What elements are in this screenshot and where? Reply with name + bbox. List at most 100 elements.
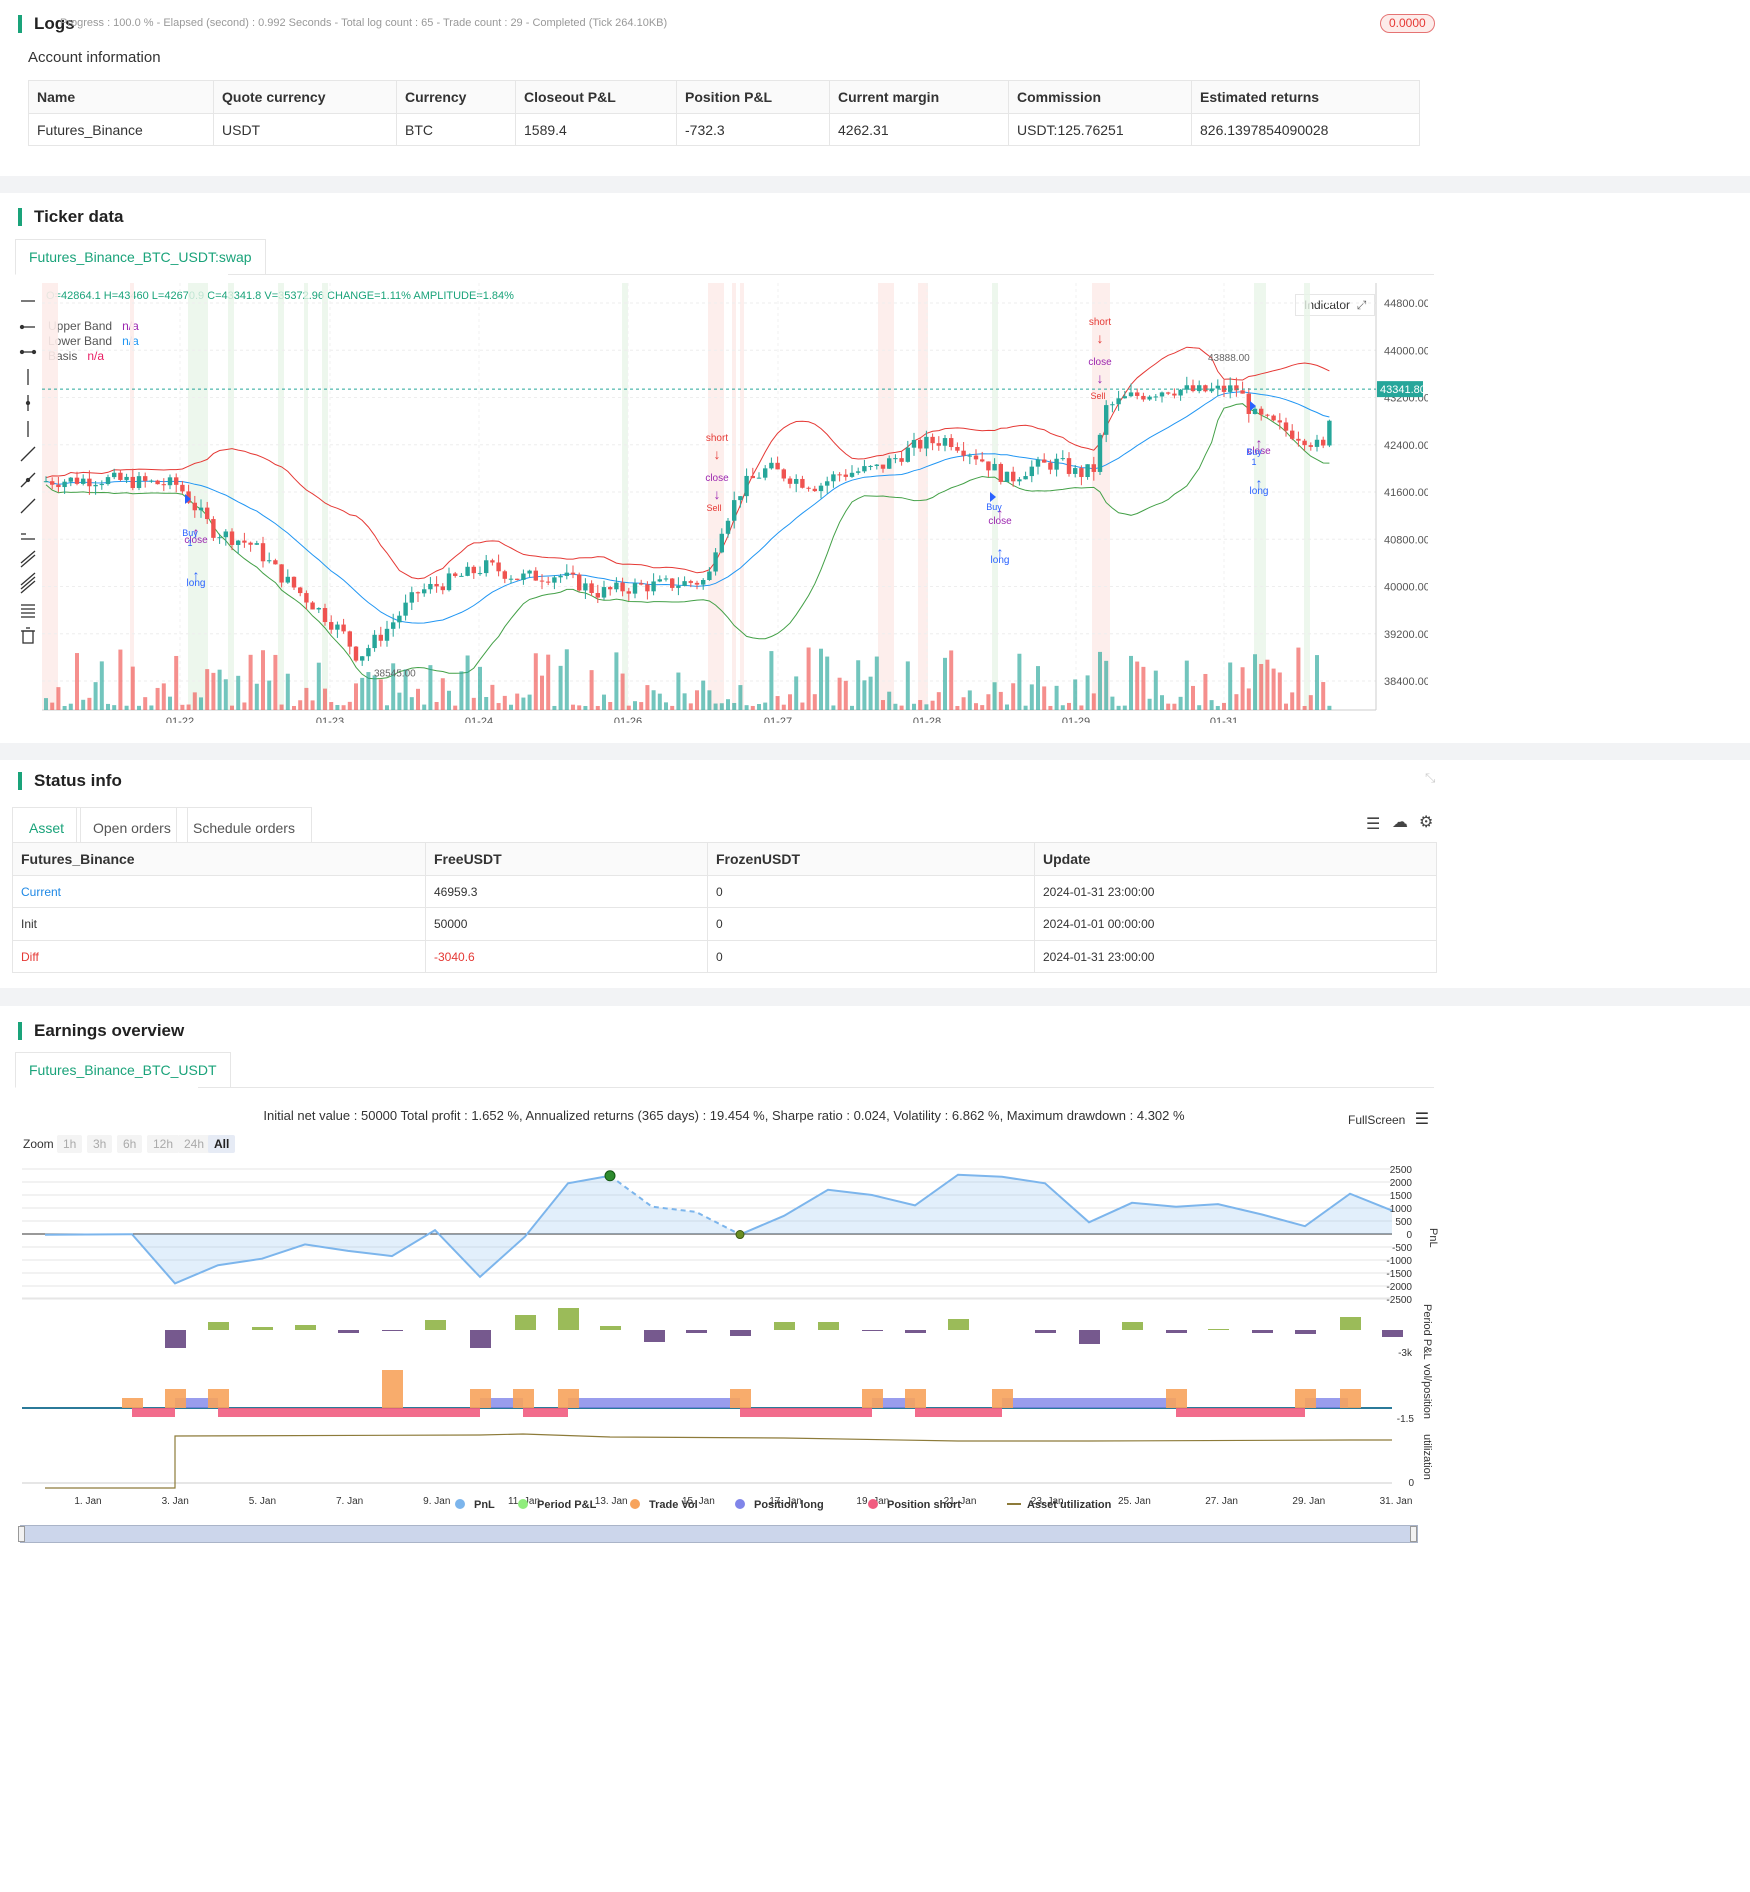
fullscreen-button[interactable]: FullScreen ☰ xyxy=(1348,1111,1430,1128)
tab-asset[interactable]: Asset xyxy=(12,807,82,847)
asset-cell: 2024-01-31 23:00:00 xyxy=(1034,875,1437,908)
volume-bar xyxy=(93,682,98,710)
volume-bar xyxy=(267,680,272,710)
volume-bar xyxy=(174,655,179,710)
candle-body xyxy=(161,484,166,486)
tab-open-orders[interactable]: Open orders xyxy=(76,807,188,847)
date-tick-label: 01-27 xyxy=(764,716,792,723)
tab-ticker-symbol[interactable]: Futures_Binance_BTC_USDT:swap xyxy=(15,239,266,275)
trade-vol-bar xyxy=(905,1389,926,1408)
collapse-icon[interactable]: ⤡ xyxy=(1425,770,1436,785)
tab-earnings-symbol[interactable]: Futures_Binance_BTC_USDT xyxy=(15,1052,231,1088)
volume-bar xyxy=(1036,666,1040,710)
candle-body xyxy=(738,496,743,501)
expand-icon[interactable]: ⤢ xyxy=(1356,298,1367,312)
earnings-chart[interactable]: 2500 2000 1500 1000 500 0 -500 -1000 -1500 -2000 -… xyxy=(0,1158,1450,1548)
legend-item[interactable]: Position short xyxy=(887,1499,961,1511)
x-axis-label: 5. Jan xyxy=(249,1496,276,1507)
volume-bar xyxy=(1023,705,1028,710)
drawing-tools-icons[interactable] xyxy=(18,291,38,651)
cloud-icon[interactable]: ☁ xyxy=(1392,814,1408,831)
period-pnl-bar xyxy=(862,1330,883,1331)
volume-bar xyxy=(769,651,774,710)
navigator-handle-right[interactable] xyxy=(1410,1526,1417,1542)
volume-bar xyxy=(106,703,110,710)
candle-body xyxy=(1104,405,1109,435)
volume-bar xyxy=(980,705,985,710)
pnl-tick-label: 2500 xyxy=(1390,1165,1413,1176)
pnl-tick-label: 2000 xyxy=(1390,1178,1413,1189)
candlestick-chart[interactable]: 44800.0044000.0043200.0042400.0041600.00… xyxy=(38,283,1428,723)
candle-body xyxy=(924,436,929,449)
zoom-1h[interactable]: 1h xyxy=(57,1135,83,1153)
candle-body xyxy=(236,540,241,545)
gear-icon[interactable]: ⚙ xyxy=(1419,814,1434,831)
candle-body xyxy=(87,478,92,487)
list-icon[interactable]: ☰ xyxy=(1366,816,1381,833)
period-pnl-bar xyxy=(165,1330,186,1348)
candle-body xyxy=(496,562,501,572)
zoom-24h[interactable]: 24h xyxy=(178,1135,211,1153)
period-pnl-bar xyxy=(1035,1330,1056,1333)
candle-body xyxy=(298,587,303,594)
zoom-12h[interactable]: 12h xyxy=(147,1135,180,1153)
signal-band xyxy=(188,283,208,710)
candle-body xyxy=(732,500,737,521)
long-marker-label: long xyxy=(991,555,1010,566)
navigator-handle-left[interactable] xyxy=(18,1526,25,1542)
candle-body xyxy=(248,542,253,545)
position-short-bar xyxy=(1176,1408,1305,1417)
candle-body xyxy=(688,581,693,583)
zoom-3h[interactable]: 3h xyxy=(87,1135,113,1153)
candle-body xyxy=(105,477,111,485)
zoom-all[interactable]: All xyxy=(208,1135,236,1153)
candle-body xyxy=(992,463,997,471)
volume-bar xyxy=(577,705,582,710)
candle-body xyxy=(936,443,941,446)
candle-body xyxy=(1259,408,1264,415)
volume-bar xyxy=(304,687,309,710)
volume-bar xyxy=(1215,705,1220,710)
tab-schedule-orders[interactable]: Schedule orders xyxy=(176,807,312,847)
candle-body xyxy=(1308,445,1313,447)
candle-body xyxy=(1066,458,1072,474)
volume-bar xyxy=(639,702,644,710)
candle-body xyxy=(701,580,706,585)
legend-item[interactable]: PnL xyxy=(474,1499,495,1511)
volume-bar xyxy=(316,662,321,710)
buy-label: Buy xyxy=(1246,447,1262,457)
volume-bar xyxy=(726,699,730,710)
volume-bar xyxy=(484,697,489,710)
candle-body xyxy=(918,439,923,449)
candle-body xyxy=(279,564,284,583)
volume-bar xyxy=(955,705,960,710)
pnl-tick-label: -1500 xyxy=(1386,1269,1412,1280)
asset-utilization-line xyxy=(45,1433,1392,1489)
volume-bar xyxy=(261,650,265,710)
candle-body xyxy=(719,533,724,553)
volume-bar xyxy=(912,703,916,710)
legend-item[interactable]: Period P&L xyxy=(537,1499,597,1511)
candle-body xyxy=(1314,439,1320,447)
volume-bar xyxy=(924,704,929,710)
period-pnl-bar xyxy=(1166,1330,1187,1333)
candle-body xyxy=(1135,392,1140,396)
volume-bar xyxy=(949,650,954,710)
legend-item[interactable]: Position long xyxy=(754,1499,824,1511)
navigator-bar[interactable] xyxy=(20,1525,1418,1543)
candle-body xyxy=(285,576,290,583)
candle-body xyxy=(533,570,538,581)
menu-icon[interactable]: ☰ xyxy=(1414,1111,1430,1128)
indicator-button[interactable]: Indicator ⤢ xyxy=(1295,294,1376,316)
legend-item[interactable]: Asset utilization xyxy=(1027,1499,1112,1511)
volume-bar xyxy=(217,669,222,710)
volume-bar xyxy=(56,687,61,710)
zoom-6h[interactable]: 6h xyxy=(117,1135,143,1153)
volume-bar xyxy=(713,703,718,710)
volume-bar xyxy=(81,699,86,710)
volume-bar xyxy=(428,665,433,710)
legend-item[interactable]: Trade Vol xyxy=(649,1499,698,1511)
volume-bar xyxy=(341,705,346,710)
signal-band xyxy=(622,283,628,710)
position-long-bar xyxy=(175,1398,218,1408)
